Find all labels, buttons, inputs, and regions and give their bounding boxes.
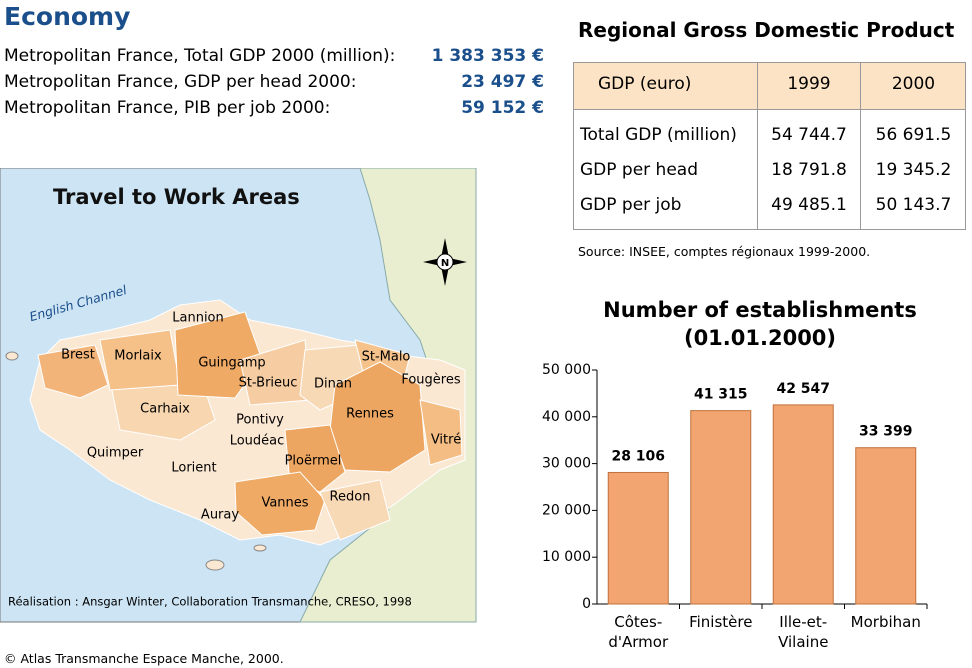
footer: © Atlas Transmanche Espace Manche, 2000. xyxy=(4,651,284,666)
place-label: Vannes xyxy=(261,496,308,511)
chart-title: Number of establishments xyxy=(603,298,917,322)
y-tick-label: 20 000 xyxy=(542,502,591,518)
value-label: 33 399 xyxy=(859,424,913,440)
island xyxy=(205,559,225,571)
table-title: Regional Gross Domestic Product xyxy=(578,18,955,42)
table-cell: 49 485.1 xyxy=(771,195,847,215)
y-tick-label: 0 xyxy=(582,596,591,612)
y-tick-label: 40 000 xyxy=(542,409,591,425)
map: N Travel to Work Areas English Channel L… xyxy=(0,168,477,623)
map-title: Travel to Work Areas xyxy=(53,185,300,209)
y-tick-label: 50 000 xyxy=(542,362,591,378)
place-label: Pontivy xyxy=(236,413,284,428)
table-source: Source: INSEE, comptes régionaux 1999-20… xyxy=(578,244,871,259)
table-cell: GDP per head xyxy=(580,160,699,180)
place-label: Morlaix xyxy=(114,349,162,364)
x-tick-label: Finistère xyxy=(689,613,753,631)
table-header: GDP (euro) xyxy=(598,74,692,94)
table-cell: GDP per job xyxy=(580,195,682,215)
stat-value: 59 152 € xyxy=(461,98,544,118)
place-label: Dinan xyxy=(314,377,352,392)
table-divider xyxy=(860,62,861,230)
value-label: 28 106 xyxy=(611,448,665,464)
value-label: 41 315 xyxy=(694,387,748,403)
stat-label: Metropolitan France, PIB per job 2000: xyxy=(4,98,331,118)
region xyxy=(319,479,391,541)
y-tick-label: 10 000 xyxy=(542,549,591,565)
place-label: Brest xyxy=(61,348,95,363)
place-label: Quimper xyxy=(87,446,144,461)
map-credit: Réalisation : Ansgar Winter, Collaborati… xyxy=(8,595,412,609)
place-label: Guingamp xyxy=(198,356,265,371)
region xyxy=(234,471,326,536)
region xyxy=(37,344,109,399)
stat-label: Metropolitan France, Total GDP 2000 (mil… xyxy=(4,46,396,66)
place-label: Redon xyxy=(330,490,371,505)
x-tick-label: Morbihan xyxy=(850,613,921,631)
island xyxy=(253,544,267,552)
place-label: Auray xyxy=(201,508,239,523)
x-tick-label: Côtes-d'Armor xyxy=(608,613,669,651)
region xyxy=(419,399,463,466)
x-tick-label: Ille-et-Vilaine xyxy=(778,613,829,651)
chart: 0 10 000 20 000 30 000 40 000 50 000 28 106 41 … xyxy=(542,362,928,612)
table-cell: 18 791.8 xyxy=(771,160,847,180)
value-label: 42 547 xyxy=(776,381,830,397)
bar xyxy=(690,410,752,605)
table-cell: 56 691.5 xyxy=(875,125,952,145)
place-label: Rennes xyxy=(346,407,394,422)
chart-subtitle: (01.01.2000) xyxy=(683,326,837,350)
place-label: Carhaix xyxy=(140,402,190,417)
place-label: St-Malo xyxy=(362,350,411,365)
table-cell: 50 143.7 xyxy=(875,195,952,215)
place-label: Vitré xyxy=(431,433,461,448)
bar xyxy=(772,404,834,605)
bar xyxy=(855,447,917,605)
table-cell: Total GDP (million) xyxy=(580,125,737,145)
place-label: Ploërmel xyxy=(285,454,342,469)
place-label: Lannion xyxy=(172,311,224,326)
title: Economy xyxy=(4,2,131,31)
place-label: Lorient xyxy=(171,461,216,476)
table-cell: 19 345.2 xyxy=(875,160,952,180)
compass: N xyxy=(423,238,467,286)
compass-label: N xyxy=(441,258,449,269)
table-divider xyxy=(757,62,758,230)
stat-value: 1 383 353 € xyxy=(431,46,544,66)
table-header-band xyxy=(573,62,966,110)
table-cell: 54 744.7 xyxy=(771,125,847,145)
table-header: 1999 xyxy=(787,74,831,94)
place-label: Fougères xyxy=(401,373,461,388)
place-label: St-Brieuc xyxy=(239,376,298,391)
table-header: 2000 xyxy=(891,74,936,94)
stat-value: 23 497 € xyxy=(461,72,544,92)
bar xyxy=(607,471,669,605)
island xyxy=(5,351,19,361)
y-tick-label: 30 000 xyxy=(542,456,591,472)
place-label: Loudéac xyxy=(230,434,285,449)
stat-label: Metropolitan France, GDP per head 2000: xyxy=(4,72,357,92)
table-body xyxy=(573,110,966,230)
